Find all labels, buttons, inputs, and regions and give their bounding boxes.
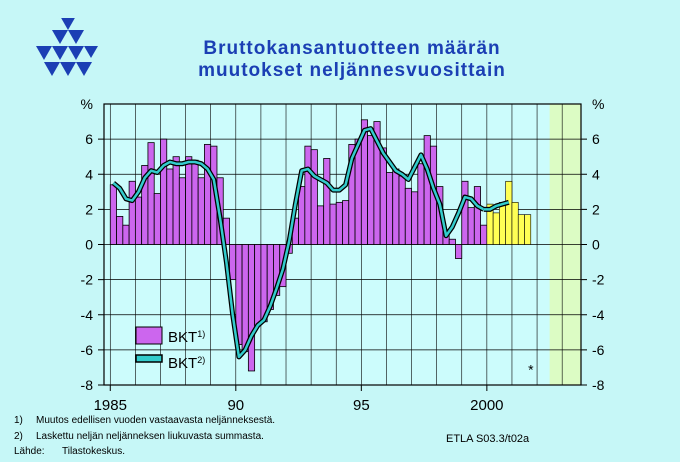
y-unit-right: %	[592, 96, 604, 112]
legend-label-2: BKT2)	[168, 355, 205, 372]
bar-bkt	[367, 135, 375, 245]
bar-bkt	[467, 207, 475, 245]
etla-logo	[36, 18, 98, 76]
y-tick-label-left: 2	[85, 201, 93, 217]
bar-bkt	[128, 180, 136, 245]
y-tick-label-left: -2	[81, 272, 94, 288]
y-tick-label-right: 6	[592, 131, 600, 147]
footnote-2-num: 2)	[14, 431, 23, 442]
bar-bkt	[316, 205, 325, 245]
y-tick-label-right: -8	[592, 377, 605, 393]
bar-bkt-forecast	[524, 214, 532, 245]
chart-title-line1: Bruttokansantuotteen määrän	[203, 38, 501, 59]
bar-bkt	[480, 224, 488, 245]
source-label: Lähde:	[14, 446, 45, 457]
y-unit-left: %	[81, 96, 93, 112]
x-tick-label: 90	[227, 397, 244, 414]
bar-bkt	[241, 244, 249, 353]
bar-bkt	[197, 177, 205, 245]
bar-bkt	[178, 177, 186, 245]
bar-bkt	[473, 186, 481, 245]
bar-bkt	[329, 203, 337, 245]
bar-bkt	[204, 143, 212, 245]
bar-bkt	[122, 224, 130, 245]
bar-bkt	[448, 238, 456, 245]
footnote-2: 2) Laskettu neljän neljänneksen liukuvast…	[14, 431, 264, 442]
y-tick-label-left: 6	[85, 131, 93, 147]
y-tick-label-left: 0	[85, 237, 93, 253]
bar-bkt	[417, 163, 425, 245]
footnote-1-text: Muutos edellisen vuoden vastaavasta nelj…	[36, 415, 276, 426]
bar-bkt	[116, 215, 124, 245]
bar-bkt	[160, 138, 168, 245]
y-tick-label-right: -6	[592, 342, 605, 358]
asterisk-marker: *	[528, 361, 534, 377]
bar-bkt	[153, 193, 161, 245]
bar-bkt	[379, 147, 387, 245]
bar-bkt	[392, 168, 400, 245]
legend-swatch-line	[135, 354, 163, 363]
chart-credit: ETLA S03.3/t02a	[446, 433, 530, 445]
bar-bkt	[191, 159, 199, 245]
bar-bkt	[423, 135, 431, 245]
line-bkt2	[112, 127, 485, 359]
bar-bkt	[229, 244, 237, 281]
legend-swatch-bar	[135, 326, 163, 345]
bar-bkt	[411, 191, 419, 245]
y-tick-label-right: -2	[592, 272, 605, 288]
source-note: Lähde: Tilastokeskus.	[14, 446, 125, 457]
bar-bkt-forecast	[517, 214, 525, 245]
footnote-1: 1) Muutos edellisen vuoden vastaavasta ne…	[14, 415, 275, 426]
bar-bkt	[335, 201, 343, 245]
bar-bkt	[109, 184, 117, 245]
footnote-1-num: 1)	[14, 415, 23, 426]
legend-label-1: BKT1)	[168, 329, 205, 346]
line-bkt2-forecast	[483, 201, 510, 211]
bar-bkt	[304, 145, 312, 245]
y-tick-label-left: -4	[81, 307, 94, 323]
bar-bkt	[185, 156, 193, 245]
bar-bkt-forecast	[499, 202, 506, 245]
bar-bkt	[455, 244, 463, 259]
bar-bkt	[386, 172, 394, 245]
bar-bkt	[172, 156, 180, 245]
bar-bkt	[310, 149, 318, 245]
legend-sup-2: 2)	[197, 355, 205, 365]
y-tick-label-right: -4	[592, 307, 605, 323]
bar-bkt-forecast	[505, 180, 513, 245]
bar-bkt	[147, 142, 155, 245]
y-tick-label-right: 0	[592, 237, 600, 253]
chart-legend: BKT1) BKT2)	[135, 326, 205, 372]
bar-bkt	[166, 168, 174, 245]
bar-bkt	[323, 158, 331, 245]
footnote-2-text: Laskettu neljän neljänneksen liukuvasta …	[36, 431, 264, 442]
chart-title-line2: muutokset neljännesvuosittain	[198, 60, 506, 81]
y-tick-label-left: -8	[81, 377, 94, 393]
bar-bkt	[461, 180, 469, 245]
x-tick-label: 2000	[470, 397, 503, 414]
bar-bkt-forecast	[511, 202, 519, 245]
bar-bkt-forecast	[492, 212, 500, 245]
bar-bkt	[134, 196, 143, 245]
y-tick-label-right: 4	[592, 166, 600, 182]
y-tick-label-left: 4	[85, 166, 93, 182]
bar-bkt	[342, 200, 350, 245]
y-tick-label-left: -6	[81, 342, 94, 358]
y-tick-label-right: 2	[592, 201, 600, 217]
bar-bkt	[398, 175, 406, 245]
x-tick-label: 1985	[94, 397, 127, 414]
bar-bkt	[247, 244, 256, 372]
bar-bkt	[404, 187, 412, 245]
legend-sup-1: 1)	[197, 329, 205, 339]
x-tick-label: 95	[353, 397, 370, 414]
bar-bkt	[254, 244, 262, 326]
source-text: Tilastokeskus.	[62, 446, 125, 457]
